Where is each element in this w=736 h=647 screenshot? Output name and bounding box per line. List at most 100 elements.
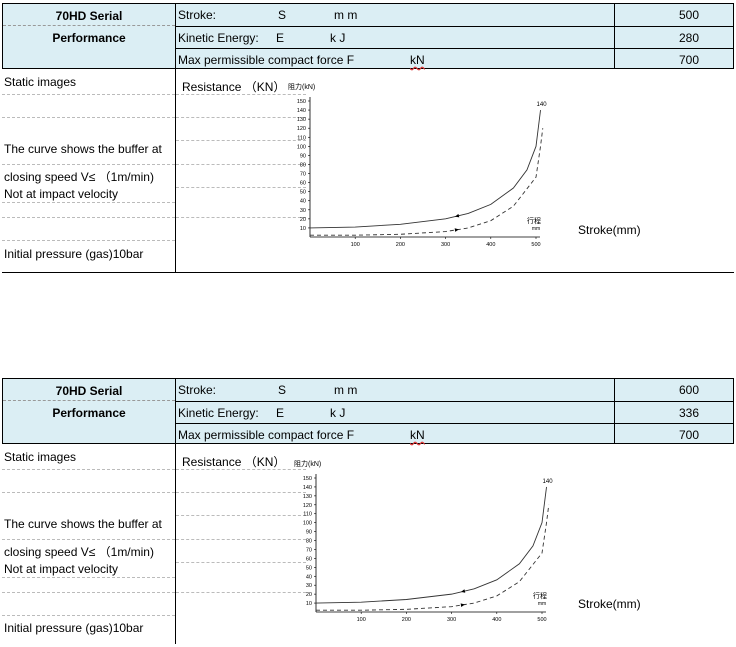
specs-cell: Stroke: S m m Kinetic Energy: E k J Max … bbox=[175, 378, 615, 444]
force-value: 700 bbox=[678, 428, 700, 442]
y-tick-label: 120 bbox=[303, 503, 312, 509]
energy-unit: k J bbox=[330, 31, 346, 45]
stroke-symbol: S bbox=[278, 8, 287, 22]
y-tick-label: 50 bbox=[306, 565, 312, 571]
force-unit: kN bbox=[410, 53, 425, 67]
x-axis-unit: mm bbox=[538, 601, 546, 607]
curve-note-line1: The curve shows the buffer at bbox=[4, 517, 162, 531]
y-tick-label: 20 bbox=[300, 217, 306, 223]
x-tick-label: 300 bbox=[441, 242, 450, 248]
x-tick-label: 500 bbox=[537, 617, 546, 623]
static-images-label: Static images bbox=[4, 75, 77, 89]
force-label: Max permissible compact force F bbox=[178, 428, 355, 442]
model-title: 70HD Serial bbox=[55, 9, 123, 23]
static-images-label: Static images bbox=[4, 450, 77, 464]
energy-label: Kinetic Energy: bbox=[178, 31, 259, 45]
model-cell: 70HD Serial Performance bbox=[2, 3, 176, 69]
initial-pressure-label: Initial pressure (gas)10bar bbox=[4, 247, 144, 261]
values-cell: 600 336 700 bbox=[614, 378, 734, 444]
stroke-label: Stroke: bbox=[178, 8, 217, 22]
stroke-value: 500 bbox=[678, 8, 700, 22]
energy-value: 280 bbox=[678, 31, 700, 45]
series-line-dashed bbox=[310, 128, 544, 236]
y-tick-label: 100 bbox=[297, 144, 306, 150]
chart-area: Static images The curve shows the buffer… bbox=[2, 444, 734, 644]
direction-arrow bbox=[454, 213, 460, 218]
specs-cell: Stroke: S m m Kinetic Energy: E k J Max … bbox=[175, 3, 615, 69]
y-tick-label: 10 bbox=[300, 226, 306, 232]
stroke-unit: m m bbox=[334, 383, 358, 397]
energy-label: Kinetic Energy: bbox=[178, 406, 259, 420]
y-tick-label: 10 bbox=[306, 601, 312, 607]
x-tick-label: 500 bbox=[531, 242, 540, 248]
curve-note-line2: closing speed V≤ （1m/min) bbox=[4, 545, 154, 559]
peak-label: 140 bbox=[543, 479, 554, 485]
x-tick-label: 100 bbox=[351, 242, 360, 248]
y-tick-label: 130 bbox=[297, 117, 306, 123]
y-tick-label: 110 bbox=[303, 512, 312, 518]
y-tick-label: 70 bbox=[300, 172, 306, 178]
direction-arrow bbox=[460, 603, 465, 607]
x-tick-label: 200 bbox=[396, 242, 405, 248]
y-tick-label: 150 bbox=[297, 99, 306, 105]
y-tick-label: 80 bbox=[300, 162, 306, 168]
energy-symbol: E bbox=[276, 406, 285, 420]
force-label: Max permissible compact force F bbox=[178, 53, 355, 67]
y-tick-label: 70 bbox=[306, 547, 312, 553]
direction-arrow bbox=[460, 589, 466, 593]
curve-note-line2: closing speed V≤ （1m/min) bbox=[4, 170, 154, 184]
y-tick-label: 60 bbox=[300, 181, 306, 187]
y-tick-label: 30 bbox=[300, 208, 306, 214]
energy-symbol: E bbox=[276, 31, 285, 45]
resistance-label: Resistance （KN） bbox=[182, 80, 286, 94]
series-line-solid bbox=[309, 110, 541, 229]
resistance-stroke-chart: 阻力(kN) 10 20 30 40 50 60 70 80 90 100 110 120 130 140 1… bbox=[288, 82, 548, 248]
y-tick-label: 90 bbox=[300, 153, 306, 159]
notes-column: Static images The curve shows the buffer… bbox=[2, 69, 176, 273]
y-tick-label: 140 bbox=[303, 485, 312, 491]
y-tick-label: 40 bbox=[306, 574, 312, 580]
y-tick-label: 20 bbox=[306, 592, 312, 598]
series-line-solid bbox=[315, 486, 547, 604]
curve-note-line3: Not at impact velocity bbox=[4, 562, 119, 576]
values-cell: 500 280 700 bbox=[614, 3, 734, 69]
performance-label: Performance bbox=[52, 31, 126, 45]
initial-pressure-label: Initial pressure (gas)10bar bbox=[4, 621, 144, 635]
y-tick-label: 40 bbox=[300, 199, 306, 205]
y-axis-label: 阻力(kN) bbox=[288, 82, 315, 91]
y-tick-label: 110 bbox=[297, 135, 306, 141]
y-tick-label: 50 bbox=[300, 190, 306, 196]
model-cell: 70HD Serial Performance bbox=[2, 378, 176, 444]
curve-note-line1: The curve shows the buffer at bbox=[4, 142, 162, 156]
resistance-label: Resistance （KN） bbox=[182, 455, 286, 469]
x-tick-label: 100 bbox=[357, 617, 366, 623]
stroke-symbol: S bbox=[278, 383, 287, 397]
y-tick-label: 30 bbox=[306, 583, 312, 589]
peak-label: 140 bbox=[537, 102, 548, 108]
x-axis-label: 行程 bbox=[533, 591, 547, 600]
x-axis-unit: mm bbox=[532, 226, 540, 232]
stroke-axis-label: Stroke(mm) bbox=[578, 223, 641, 237]
force-unit: kN bbox=[410, 428, 425, 442]
y-tick-label: 140 bbox=[297, 108, 306, 114]
y-tick-label: 150 bbox=[303, 476, 312, 482]
chart-area: Static images The curve shows the buffer… bbox=[2, 69, 734, 273]
energy-unit: k J bbox=[330, 406, 346, 420]
y-axis-label: 阻力(kN) bbox=[294, 459, 321, 468]
y-tick-label: 100 bbox=[303, 521, 312, 527]
energy-value: 336 bbox=[678, 406, 700, 420]
stroke-label: Stroke: bbox=[178, 383, 217, 397]
x-tick-label: 400 bbox=[486, 242, 495, 248]
y-tick-label: 60 bbox=[306, 556, 312, 562]
stroke-axis-label: Stroke(mm) bbox=[578, 597, 641, 611]
y-tick-label: 120 bbox=[297, 126, 306, 132]
model-title: 70HD Serial bbox=[55, 384, 123, 398]
notes-column: Static images The curve shows the buffer… bbox=[2, 444, 176, 644]
force-value: 700 bbox=[678, 53, 700, 67]
stroke-value: 600 bbox=[678, 383, 700, 397]
stroke-unit: m m bbox=[334, 8, 358, 22]
y-tick-label: 90 bbox=[306, 530, 312, 536]
x-tick-label: 300 bbox=[447, 617, 456, 623]
curve-note-line3: Not at impact velocity bbox=[4, 187, 119, 201]
y-tick-label: 130 bbox=[303, 494, 312, 500]
